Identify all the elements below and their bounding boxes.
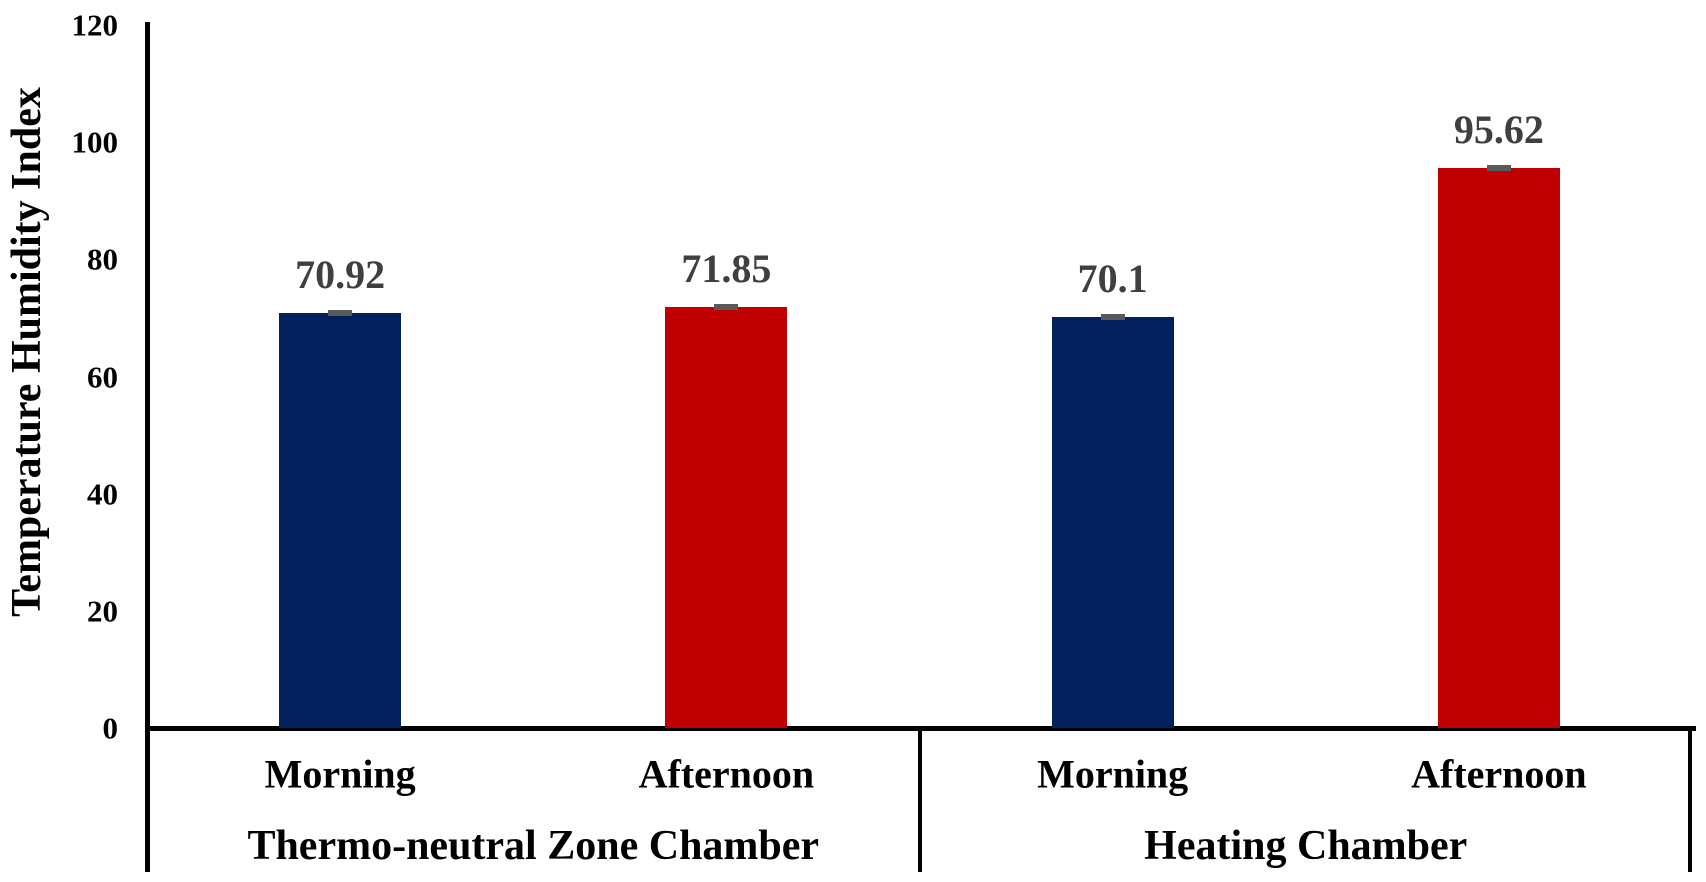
bar-heating-chamber-afternoon: [1437, 167, 1560, 728]
y-axis-title: Temperature Humidity Index: [4, 87, 50, 617]
y-tick-label-120: 120: [71, 7, 119, 43]
bar-heating-chamber-morning: [1051, 317, 1174, 728]
y-tick-label-0: 0: [102, 710, 119, 746]
y-tick-label-20: 20: [87, 593, 118, 629]
value-label-heating-chamber-morning: 70.1: [1077, 256, 1148, 302]
x-category-label-heating-chamber-morning: Morning: [1037, 751, 1189, 797]
x-category-label-thermo-neutral-zone-chamber-morning: Morning: [264, 751, 416, 797]
y-tick-label-40: 40: [87, 476, 118, 512]
value-label-thermo-neutral-zone-chamber-morning: 70.92: [295, 251, 386, 297]
error-bar-cap-heating-chamber-morning: [1100, 314, 1125, 321]
x-group-label-thermo-neutral-zone-chamber: Thermo-neutral Zone Chamber: [247, 823, 820, 869]
x-category-label-thermo-neutral-zone-chamber-afternoon: Afternoon: [638, 751, 815, 797]
x-category-label-heating-chamber-afternoon: Afternoon: [1411, 751, 1587, 797]
x-axis-line: [145, 726, 1696, 731]
x-group-label-heating-chamber: Heating Chamber: [1144, 823, 1468, 869]
plot-right-border-line: [1688, 731, 1692, 872]
y-tick-label-60: 60: [87, 359, 118, 394]
bar-thermo-neutral-zone-chamber-afternoon: [665, 307, 788, 728]
error-bar-cap-thermo-neutral-zone-chamber-morning: [328, 309, 353, 316]
bar-thermo-neutral-zone-chamber-morning: [279, 312, 402, 728]
error-bar-cap-heating-chamber-afternoon: [1486, 164, 1511, 171]
error-bar-cap-thermo-neutral-zone-chamber-afternoon: [714, 304, 739, 311]
category-divider-line: [918, 731, 922, 872]
value-label-heating-chamber-afternoon: 95.62: [1453, 106, 1544, 152]
y-axis-line: [145, 22, 150, 872]
value-label-thermo-neutral-zone-chamber-afternoon: 71.85: [681, 246, 772, 292]
y-tick-label-100: 100: [71, 124, 119, 160]
y-tick-label-80: 80: [87, 241, 118, 277]
